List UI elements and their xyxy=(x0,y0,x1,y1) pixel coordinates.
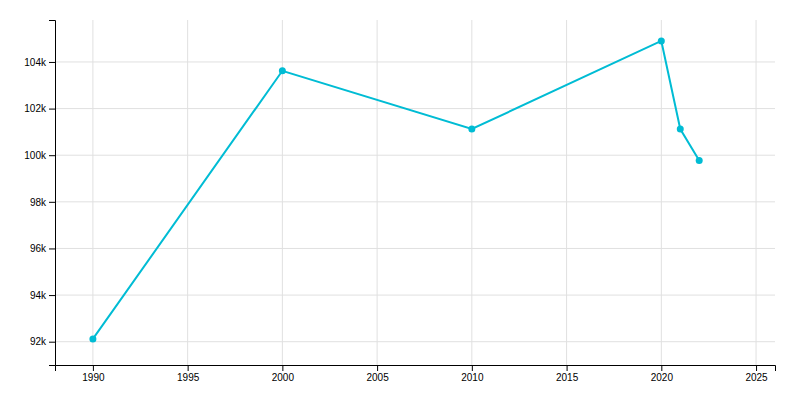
tick-label: 2000 xyxy=(272,372,295,383)
tick-mark xyxy=(756,365,757,371)
grid-line xyxy=(566,20,567,365)
tick: 2005 xyxy=(366,365,389,383)
tick-label: 104k xyxy=(24,57,47,68)
tick-label: 98k xyxy=(30,197,47,208)
grid-line xyxy=(55,61,775,62)
grid-line xyxy=(377,20,378,365)
tick-mark xyxy=(49,295,55,296)
point xyxy=(89,335,96,342)
tick-label: 2015 xyxy=(556,372,579,383)
tick: 92k xyxy=(30,336,55,347)
chart: 1990 1995 2000 2005 2010 2015 2020 2025 92k 94k 96… xyxy=(0,0,800,400)
tick-mark xyxy=(188,365,189,371)
tick-mark xyxy=(49,62,55,63)
point xyxy=(658,37,665,44)
tick-mark xyxy=(49,155,55,156)
tick: 1990 xyxy=(82,365,105,383)
tick: 2000 xyxy=(272,365,295,383)
tick: 96k xyxy=(30,243,55,254)
grid-line xyxy=(55,201,775,202)
grid-line xyxy=(55,155,775,156)
tick-label: 100k xyxy=(24,150,47,161)
y-axis: 92k 94k 96k 98k 100k 102k 104k xyxy=(24,21,55,366)
tick-mark xyxy=(49,202,55,203)
tick-label: 1990 xyxy=(82,372,105,383)
tick-mark xyxy=(49,342,55,343)
point xyxy=(279,67,286,74)
plot: 1990 1995 2000 2005 2010 2015 2020 2025 92k 94k 96… xyxy=(24,20,775,383)
tick-label: 96k xyxy=(30,243,47,254)
grid-line xyxy=(756,20,757,365)
point xyxy=(468,126,475,133)
grid xyxy=(55,20,775,365)
tick-label: 2010 xyxy=(461,372,484,383)
tick-label: 1995 xyxy=(177,372,200,383)
tick: 2010 xyxy=(461,365,484,383)
grid-line xyxy=(661,20,662,365)
tick: 1995 xyxy=(177,365,200,383)
line xyxy=(93,41,699,339)
grid-line xyxy=(55,295,775,296)
tick-mark xyxy=(93,365,94,371)
tick: 2015 xyxy=(556,365,579,383)
tick-mark xyxy=(49,109,55,110)
tick: 2025 xyxy=(745,365,768,383)
tick-mark xyxy=(377,365,378,371)
grid-line xyxy=(55,108,775,109)
grid-line xyxy=(471,20,472,365)
grid-line xyxy=(187,20,188,365)
grid-line xyxy=(92,20,93,365)
tick-mark xyxy=(49,248,55,249)
grid-line xyxy=(55,248,775,249)
point xyxy=(696,157,703,164)
tick: 98k xyxy=(30,197,55,208)
tick-mark xyxy=(661,365,662,371)
grid-line xyxy=(55,341,775,342)
tick-label: 92k xyxy=(30,336,47,347)
tick-label: 2020 xyxy=(651,372,674,383)
marks xyxy=(89,37,702,342)
tick: 100k xyxy=(24,150,55,161)
tick-mark xyxy=(567,365,568,371)
axis-line xyxy=(56,366,776,372)
tick-mark xyxy=(282,365,283,371)
tick-mark xyxy=(472,365,473,371)
tick: 102k xyxy=(24,103,55,114)
tick-label: 2025 xyxy=(745,372,768,383)
tick: 2020 xyxy=(651,365,674,383)
x-axis: 1990 1995 2000 2005 2010 2015 2020 2025 xyxy=(56,365,776,383)
tick-label: 2005 xyxy=(366,372,389,383)
tick: 104k xyxy=(24,57,55,68)
point xyxy=(677,126,684,133)
axis-line xyxy=(49,21,56,366)
tick-label: 102k xyxy=(24,103,47,114)
tick-label: 94k xyxy=(30,290,47,301)
tick: 94k xyxy=(30,290,55,301)
